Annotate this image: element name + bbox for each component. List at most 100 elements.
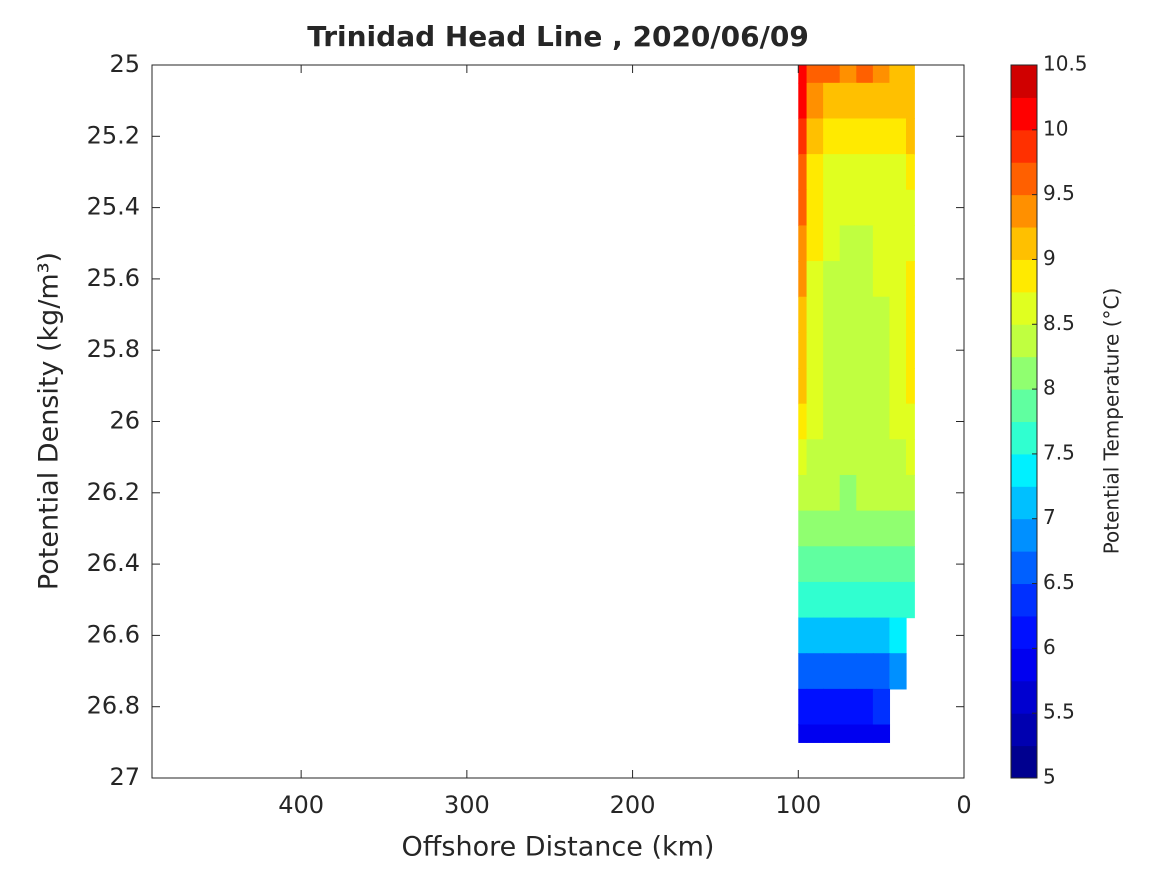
contour-cell	[856, 296, 874, 333]
contour-cell	[823, 189, 841, 227]
x-tick-label: 400	[278, 791, 324, 819]
colorbar-band	[1011, 389, 1037, 422]
contour-cell	[872, 225, 891, 262]
contour-cell	[856, 724, 874, 743]
contour-cell	[906, 65, 915, 84]
colorbar-tick-label: 7.5	[1043, 440, 1075, 464]
contour-cell	[806, 261, 824, 298]
contour-cell	[839, 724, 857, 743]
colorbar-band	[1011, 356, 1037, 390]
contour-cell	[889, 439, 907, 476]
contour-cell	[872, 688, 891, 726]
contour-cell	[823, 65, 841, 84]
colorbar-tick-label: 10	[1043, 116, 1068, 140]
contour-cell	[906, 118, 915, 155]
contour-cell	[823, 724, 841, 743]
chart-title: Trinidad Head Line , 2020/06/09	[307, 20, 809, 53]
x-tick-label: 0	[956, 791, 971, 819]
contour-cell	[798, 439, 808, 476]
colorbar-tick-label: 5.5	[1043, 700, 1075, 724]
contour-cell	[872, 368, 891, 405]
colorbar-band	[1011, 162, 1037, 196]
contour-cell	[823, 225, 841, 262]
colorbar-band	[1011, 259, 1037, 293]
contour-cell	[856, 189, 874, 227]
contour-cell	[806, 368, 824, 405]
y-tick-label: 25.6	[87, 264, 140, 292]
y-axis-label: Potential Density (kg/m³)	[34, 252, 65, 590]
contour-cell	[806, 724, 824, 743]
colorbar-band	[1011, 324, 1037, 358]
contour-cell	[823, 118, 841, 155]
contour-cell	[889, 474, 907, 512]
colorbar-band	[1011, 129, 1037, 163]
colorbar-band	[1011, 518, 1037, 552]
colorbar-band	[1011, 421, 1037, 455]
y-tick-label: 25.8	[87, 335, 140, 363]
contour-cell	[872, 189, 891, 227]
contour-cell	[823, 154, 841, 191]
contour-cell	[823, 261, 841, 298]
contour-cell	[839, 653, 857, 690]
contour-cell	[806, 617, 824, 654]
contour-cell	[798, 296, 808, 333]
contour-cell	[872, 65, 891, 84]
y-tick-label: 25	[109, 50, 140, 78]
colorbar-band	[1011, 648, 1037, 682]
contour-cell	[798, 261, 808, 298]
contour-cell	[889, 118, 907, 155]
contour-cell	[798, 653, 808, 690]
contour-cell	[856, 474, 874, 512]
contour-cell	[872, 439, 891, 476]
contour-cell	[856, 403, 874, 440]
colorbar-band	[1011, 453, 1037, 487]
contour-cell	[906, 368, 915, 405]
colorbar-band	[1011, 615, 1037, 649]
contour-cell	[823, 688, 841, 726]
contour-cell	[839, 225, 857, 262]
contour-cell	[872, 403, 891, 440]
x-tick-label: 200	[610, 791, 656, 819]
contour-cell	[806, 403, 824, 440]
contour-cell	[798, 724, 808, 743]
contour-cell	[872, 82, 891, 120]
colorbar-band	[1011, 194, 1037, 228]
contour-cell	[823, 546, 841, 583]
colorbar-tick-label: 6.5	[1043, 570, 1075, 594]
contour-cell	[806, 581, 824, 619]
contour-cell	[889, 617, 907, 654]
contour-cell	[806, 118, 824, 155]
contour-cell	[823, 653, 841, 690]
contour-cell	[906, 474, 915, 512]
contour-cell	[889, 653, 907, 690]
contour-cell	[806, 65, 824, 84]
contour-cell	[798, 189, 808, 227]
contour-cell	[889, 296, 907, 333]
contour-cell	[872, 296, 891, 333]
contour-cell	[806, 189, 824, 227]
contour-cell	[839, 439, 857, 476]
contour-cell	[806, 154, 824, 191]
contour-cell	[798, 688, 808, 726]
contour-cell	[839, 332, 857, 369]
contour-cell	[806, 82, 824, 120]
colorbar-tick-label: 8	[1043, 376, 1056, 400]
y-tick-label: 27	[109, 763, 140, 791]
contour-cell	[823, 474, 841, 512]
y-tick-label: 26.6	[87, 620, 140, 648]
contour-cell	[823, 296, 841, 333]
contour-cell	[806, 439, 824, 476]
colorbar-band	[1011, 291, 1037, 325]
contour-cell	[798, 225, 808, 262]
colorbar-band	[1011, 680, 1037, 714]
contour-cell	[798, 332, 808, 369]
colorbar-band	[1011, 97, 1037, 131]
contour-cell	[806, 546, 824, 583]
contour-cell	[798, 403, 808, 440]
contour-cell	[872, 546, 891, 583]
colorbar-tick-label: 7	[1043, 505, 1056, 529]
contour-cell	[889, 546, 907, 583]
contour-cell	[856, 65, 874, 84]
contour-cell	[889, 261, 907, 298]
